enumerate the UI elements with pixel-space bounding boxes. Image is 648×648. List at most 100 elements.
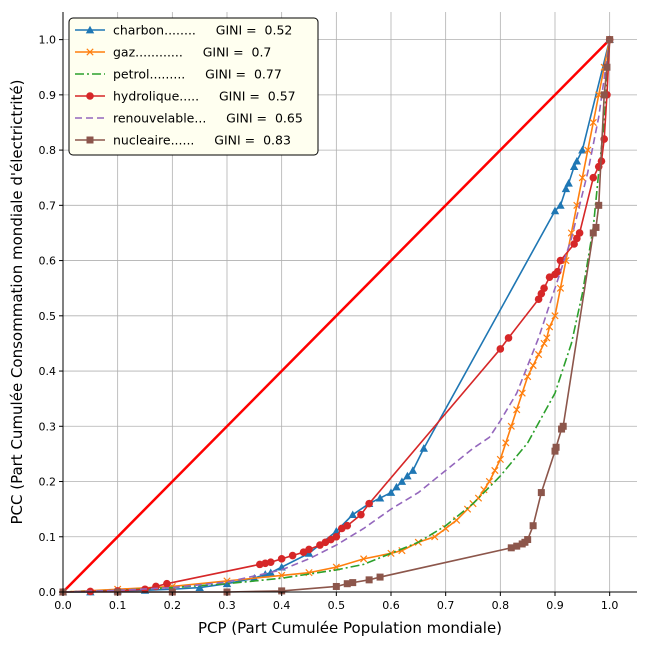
series-5-point-25 <box>603 63 611 71</box>
series-3-point-5 <box>163 579 171 588</box>
equality-line <box>62 38 611 593</box>
series-1-point-32 <box>556 284 565 292</box>
series-1-point-29 <box>543 334 551 342</box>
series-1-point-21 <box>502 439 510 447</box>
x-tick-label-1: 0.1 <box>109 599 127 612</box>
series-line-2 <box>62 39 611 593</box>
series-3-point-19 <box>357 510 365 519</box>
y-tick-label-6: 0.6 <box>39 255 57 268</box>
series-0-point-17 <box>392 482 401 491</box>
series-0-point-26 <box>569 162 579 171</box>
x-tick-label-10: 1.0 <box>601 599 619 612</box>
legend-entry-3: hydrolique..... GINI = 0.57 <box>113 89 296 104</box>
series-1-point-14 <box>463 505 472 513</box>
equality-diagonal <box>62 38 611 593</box>
y-tick-label-5: 0.5 <box>39 310 57 323</box>
series-5-point-8 <box>365 576 373 584</box>
x-tick-label-2: 0.2 <box>164 599 182 612</box>
series-3-point-32 <box>575 229 584 237</box>
series-1-point-11 <box>431 533 439 541</box>
legend-entry-5: nucleaire...... GINI = 0.83 <box>113 133 291 148</box>
series-5-point-18 <box>552 443 560 451</box>
y-tick-label-9: 0.9 <box>39 89 57 102</box>
series-3-point-10 <box>288 551 297 560</box>
series-3-point-8 <box>266 558 275 566</box>
legend-marker-1 <box>86 48 94 56</box>
series-4 <box>62 39 611 593</box>
series-1-point-28 <box>540 339 548 348</box>
series-5-point-17 <box>551 447 559 455</box>
series-1-point-38 <box>589 118 597 127</box>
series-0-point-5 <box>195 583 204 591</box>
legend-entry-0: charbon........ GINI = 0.52 <box>113 23 292 38</box>
legend-box <box>68 17 319 156</box>
series-1-point-18 <box>485 477 494 486</box>
series-0-point-20 <box>408 466 418 474</box>
series-5-point-24 <box>600 91 608 99</box>
series-1-point-37 <box>584 146 592 154</box>
series-0-point-16 <box>386 488 396 496</box>
series-0-point-6 <box>222 579 232 588</box>
series-1-point-20 <box>496 455 504 464</box>
series-0-point-27 <box>572 156 582 165</box>
series-5-point-21 <box>589 229 597 237</box>
series-3-point-28 <box>553 267 562 276</box>
y-tick-label-7: 0.7 <box>39 199 57 212</box>
x-tick-label-0: 0.0 <box>54 599 72 612</box>
series-5-point-22 <box>592 223 600 231</box>
series-3-point-12 <box>305 545 313 554</box>
series-1-point-26 <box>529 361 537 370</box>
x-tick-label-5: 0.5 <box>328 599 346 612</box>
series-1-point-17 <box>480 486 488 494</box>
series-5-point-7 <box>349 579 357 587</box>
legend-marker-3 <box>86 92 94 100</box>
x-tick-label-6: 0.6 <box>382 599 400 612</box>
series-5-point-5 <box>332 582 340 590</box>
series-3-point-33 <box>589 173 598 182</box>
series-3-point-9 <box>277 555 286 563</box>
series-1-point-22 <box>507 422 515 430</box>
y-tick-label-3: 0.3 <box>39 420 57 433</box>
series-0-point-24 <box>561 184 571 193</box>
series-5-point-14 <box>524 536 532 544</box>
series-line-1 <box>62 39 611 593</box>
y-tick-label-2: 0.2 <box>39 476 57 489</box>
series-5-point-26 <box>606 36 614 44</box>
series-group <box>58 35 614 596</box>
tick-labels: 0.0 0.1 0.2 0.3 0.4 0.5 0.6 0.7 0.8 0.9 1.0 0.0 0.1 0… <box>39 34 619 612</box>
series-1-point-25 <box>524 372 532 381</box>
series-3-point-20 <box>365 499 373 508</box>
legend[interactable]: charbon........ GINI = 0.52 gaz..........… <box>68 17 319 156</box>
series-1-point-7 <box>360 555 368 563</box>
series-5-point-11 <box>513 542 521 550</box>
x-tick-label-8: 0.8 <box>492 599 510 612</box>
series-3-point-22 <box>504 334 513 342</box>
y-tick-label-8: 0.8 <box>39 144 57 157</box>
series-1-point-23 <box>513 406 521 414</box>
legend-entry-1: gaz............ GINI = 0.7 <box>113 45 271 60</box>
series-0-point-25 <box>564 179 573 187</box>
series-0-point-15 <box>375 493 385 502</box>
series-1-point-27 <box>534 350 543 359</box>
x-tick-label-4: 0.4 <box>273 599 291 612</box>
series-line-4 <box>62 39 611 593</box>
series-0-point-28 <box>578 145 587 154</box>
series-5-point-9 <box>376 573 384 581</box>
series-0-point-19 <box>403 471 412 480</box>
series-2 <box>62 39 611 593</box>
legend-entry-4: renouvelable... GINI = 0.65 <box>113 111 303 126</box>
series-5-point-16 <box>537 489 545 497</box>
legend-marker-0 <box>85 25 95 34</box>
y-tick-label-1: 0.1 <box>39 531 57 544</box>
series-3-point-21 <box>496 345 505 353</box>
x-tick-label-7: 0.7 <box>437 599 455 612</box>
legend-marker-5 <box>86 136 94 144</box>
y-axis-label: PCC (Part Cumulée Consommation mondiale … <box>8 79 26 524</box>
series-0-point-21 <box>419 444 428 452</box>
axes <box>62 12 637 593</box>
series-0-point-23 <box>556 201 565 209</box>
series-1-point-33 <box>562 256 570 265</box>
series-1-point-31 <box>551 312 559 320</box>
y-tick-label-10: 1.0 <box>39 34 57 47</box>
y-tick-label-0: 0.0 <box>39 586 57 599</box>
